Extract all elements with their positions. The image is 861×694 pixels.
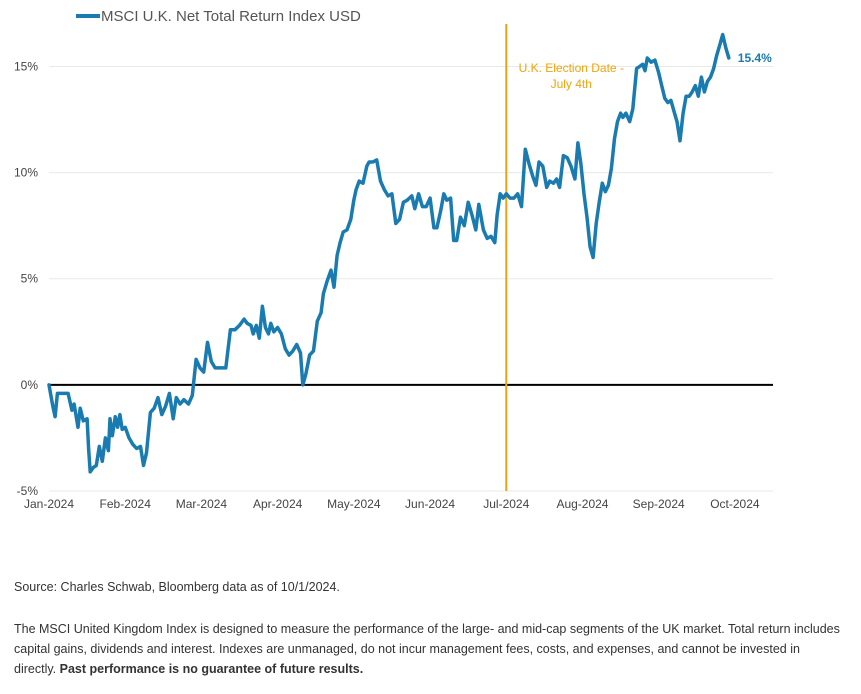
index-description: The MSCI United Kingdom Index is designe…	[14, 619, 844, 679]
y-tick-label: 10%	[14, 166, 38, 180]
y-tick-label: 5%	[21, 272, 39, 286]
x-tick-label: Mar-2024	[176, 497, 228, 511]
x-tick-label: Jul-2024	[483, 497, 529, 511]
y-tick-label: 15%	[14, 59, 38, 73]
x-tick-label: Oct-2024	[710, 497, 760, 511]
election-date-label: U.K. Election Date -	[519, 61, 624, 75]
gridlines	[49, 65, 773, 492]
x-tick-label: Jun-2024	[405, 497, 455, 511]
source-note: Source: Charles Schwab, Bloomberg data a…	[14, 580, 340, 594]
x-axis-ticks: Jan-2024 Feb-2024 Mar-2024 Apr-2024 May-2024…	[24, 497, 760, 511]
legend: MSCI U.K. Net Total Return Index USD	[76, 8, 361, 25]
x-tick-label: May-2024	[327, 497, 381, 511]
y-axis-ticks: -5% 0% 5% 10% 15%	[14, 59, 38, 498]
y-tick-label: 0%	[21, 378, 39, 392]
line-chart: -5% 0% 5% 10% 15% Jan-2024 Feb-2024 Mar-2024 Ap…	[14, 8, 773, 511]
legend-label: MSCI U.K. Net Total Return Index USD	[101, 8, 361, 25]
x-tick-label: Apr-2024	[253, 497, 303, 511]
x-tick-label: Sep-2024	[633, 497, 685, 511]
description-text: The MSCI United Kingdom Index is designe…	[14, 622, 840, 676]
y-tick-label: -5%	[17, 484, 39, 498]
x-tick-label: Feb-2024	[100, 497, 152, 511]
end-value-label: 15.4%	[738, 51, 772, 65]
series-line-msci-uk	[47, 32, 731, 474]
election-date-sublabel: July 4th	[551, 77, 592, 91]
x-tick-label: Aug-2024	[556, 497, 608, 511]
performance-disclaimer: Past performance is no guarantee of futu…	[59, 662, 364, 676]
x-tick-label: Jan-2024	[24, 497, 74, 511]
